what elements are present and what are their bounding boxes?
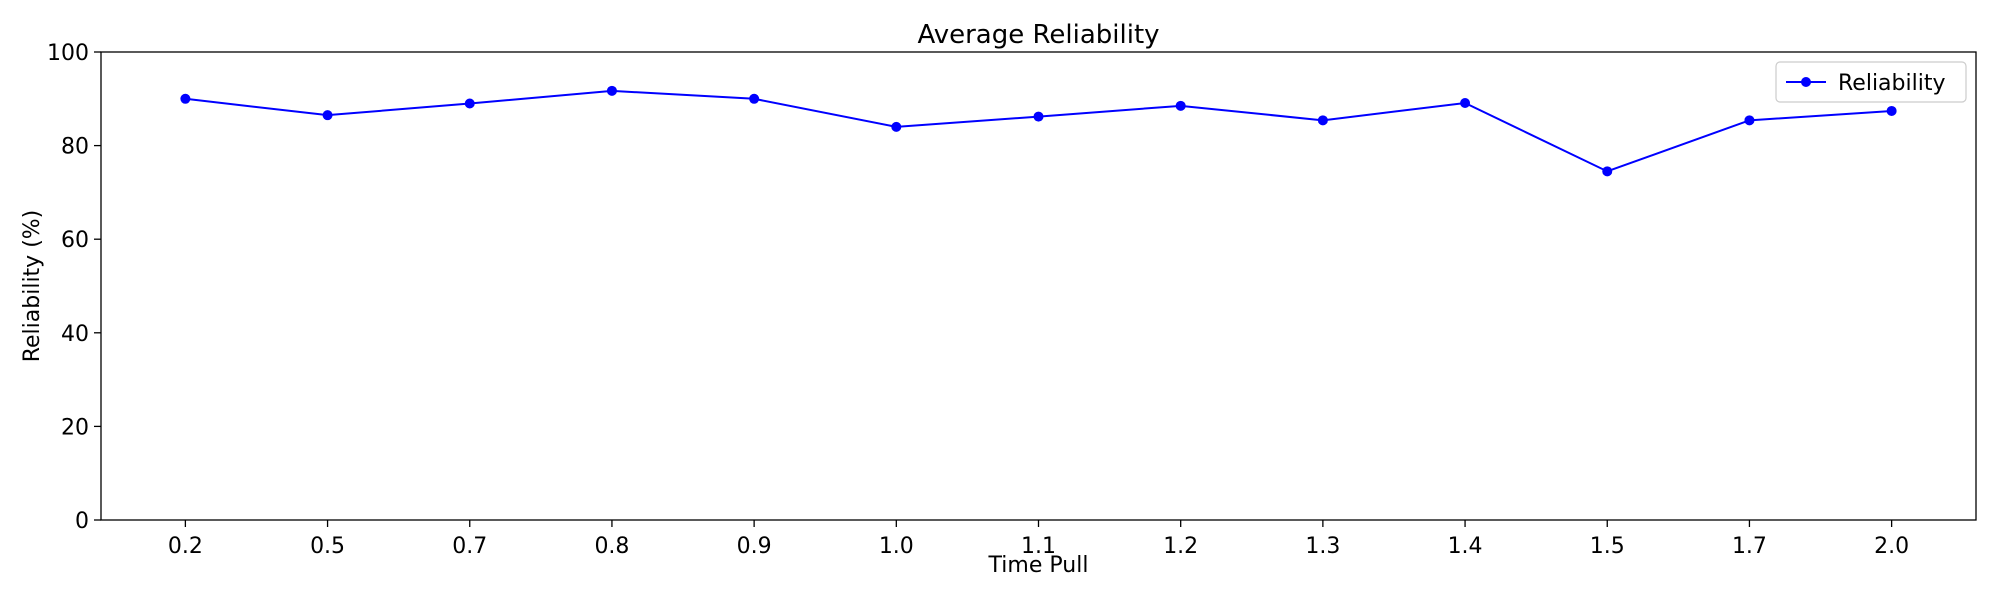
x-axis-label: Time Pull: [988, 553, 1089, 578]
x-tick-label: 0.2: [168, 534, 203, 559]
y-tick-label: 0: [75, 509, 89, 534]
x-tick-label: 1.4: [1448, 534, 1483, 559]
y-tick-label: 40: [61, 322, 89, 347]
data-point: [1175, 100, 1186, 111]
y-tick-label: 80: [61, 135, 89, 160]
x-tick-label: 1.3: [1305, 534, 1340, 559]
chart-title: Average Reliability: [917, 20, 1159, 50]
data-point: [749, 93, 760, 104]
data-point: [322, 110, 333, 121]
data-point: [180, 93, 191, 104]
data-point: [1744, 115, 1755, 126]
legend-label: Reliability: [1838, 71, 1946, 96]
data-point: [1460, 98, 1471, 109]
legend-marker-icon: [1801, 77, 1811, 87]
series-line: [185, 89, 1892, 173]
y-tick-label: 100: [47, 41, 89, 66]
x-tick-label: 0.8: [594, 534, 629, 559]
plot-area: [100, 51, 1977, 521]
series-layer: [180, 85, 1897, 177]
data-point: [464, 98, 475, 109]
y-tick-label: 20: [61, 415, 89, 440]
y-tick-label: 60: [61, 228, 89, 253]
x-tick-label: 1.1: [1021, 534, 1056, 559]
data-point: [606, 85, 617, 96]
x-tick-label: 1.0: [879, 534, 914, 559]
data-point: [891, 121, 902, 132]
data-point: [1886, 105, 1897, 116]
legend: Reliability: [1775, 61, 1967, 103]
y-axis-label: Reliability (%): [20, 210, 45, 363]
legend-box: [1775, 61, 1967, 103]
x-tick-label: 0.5: [310, 534, 345, 559]
x-tick-label: 2.0: [1874, 534, 1909, 559]
x-tick-label: 0.9: [737, 534, 772, 559]
x-tick-label: 1.7: [1732, 534, 1767, 559]
x-tick-label: 0.7: [452, 534, 487, 559]
x-axis: 0.2 0.5 0.7 0.8 0.9 1.0 1.1 1.2 1.3 1.4 1.5 1.7 2.0: [168, 520, 1909, 559]
y-axis: 0 20 40 60 80 100: [47, 41, 101, 534]
x-tick-label: 1.2: [1163, 534, 1198, 559]
x-tick-label: 1.5: [1590, 534, 1625, 559]
data-point: [1317, 115, 1328, 126]
data-point: [1602, 166, 1613, 177]
data-point: [1033, 111, 1044, 122]
